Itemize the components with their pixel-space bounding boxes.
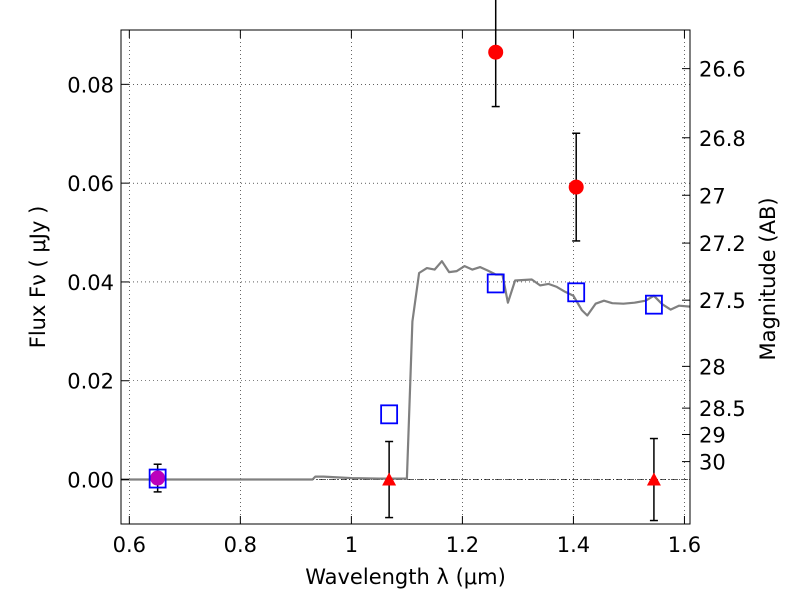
model-flux-square [380,404,399,425]
x-tick-label: 1.2 [446,533,479,557]
y-axis-label-magnitude: Magnitude (AB) [756,197,780,360]
y-tick-label: 0.02 [67,370,114,394]
magnitude-tick-label: 30 [699,451,726,475]
magnitude-tick-label: 26.8 [699,127,746,151]
y-axis-label-flux: Flux Fν ( μJy ) [26,206,50,349]
x-tick-label: 1.6 [668,533,701,557]
magnitude-tick-label: 27.2 [699,232,746,256]
magnitude-tick-label: 26.6 [699,58,746,82]
x-tick-label: 0.6 [113,533,146,557]
detection-point [568,179,584,195]
model-flux-square [645,294,663,315]
model-flux-square [486,273,505,294]
upper-limit-triangle [646,472,661,486]
y-tick-label: 0.04 [67,271,114,295]
x-tick-label: 0.8 [224,533,257,557]
x-tick-label: 1.4 [557,533,590,557]
model-flux-square [148,468,167,489]
detection-point [150,470,166,486]
data-layer [121,0,691,522]
y-tick-label: 0.06 [67,172,114,196]
detection-point [488,44,504,60]
y-tick-label: 0.00 [67,469,114,493]
model-sed-line [121,260,691,481]
y-tick-label: 0.08 [67,73,114,97]
magnitude-tick-label: 28 [699,355,726,379]
tick-marks [121,30,690,524]
magnitude-tick-label: 29 [699,423,726,447]
x-tick-label: 1 [345,533,358,557]
plot-frame [120,29,691,525]
upper-limit-triangle [382,472,397,486]
magnitude-tick-label: 27 [699,184,726,208]
grid-lines [121,30,690,524]
x-axis-label: Wavelength λ (μm) [305,565,506,589]
tick-labels: 0.6 0.8 1 1.2 1.4 1.6 0.00 0.02 0.04 0.06 0.08 26.6… [67,58,746,557]
model-flux-square [567,282,586,303]
magnitude-tick-label: 27.5 [699,289,746,313]
magnitude-tick-label: 28.5 [699,397,746,421]
